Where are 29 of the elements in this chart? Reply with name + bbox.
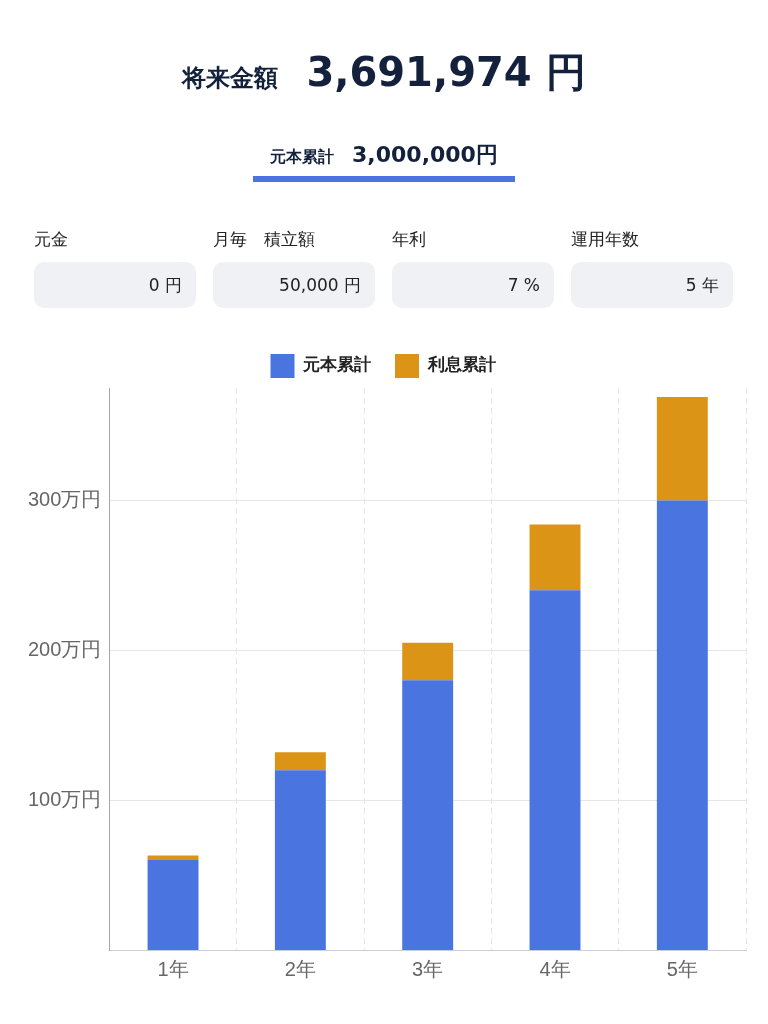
- bar: [656, 396, 708, 501]
- y-tick-label: 200万円: [27, 637, 102, 660]
- bar: [529, 590, 581, 950]
- bar: [656, 500, 708, 950]
- bar: [402, 642, 454, 681]
- bar: [529, 524, 581, 591]
- legend-label: 利息累計: [426, 354, 496, 375]
- text: 0 円: [34, 262, 196, 308]
- bar: [402, 680, 454, 950]
- bar: [274, 752, 326, 771]
- text: 月毎 積立額: [213, 228, 316, 251]
- text: 50,000 円: [213, 262, 375, 308]
- text: 年利: [392, 228, 427, 251]
- y-tick-label: 300万円: [27, 487, 102, 510]
- x-tick-label: 1年: [157, 957, 189, 980]
- legend-label: 元本累計: [302, 354, 371, 375]
- bar: [147, 860, 199, 950]
- bar: [274, 770, 326, 950]
- chart-title: 将来金額 3,691,974 円: [182, 49, 586, 95]
- x-tick-label: 5年: [666, 957, 698, 980]
- x-tick-label: 4年: [539, 957, 571, 980]
- y-tick-label: 100万円: [27, 787, 102, 810]
- x-tick-label: 2年: [284, 957, 316, 980]
- text: 運用年数: [571, 228, 640, 251]
- chart-subtitle: 元本累計 3,000,000円: [270, 142, 498, 167]
- text: 5 年: [571, 262, 733, 308]
- text: 元金: [34, 228, 69, 251]
- text: 7 %: [392, 262, 554, 308]
- x-tick-label: 3年: [412, 957, 444, 980]
